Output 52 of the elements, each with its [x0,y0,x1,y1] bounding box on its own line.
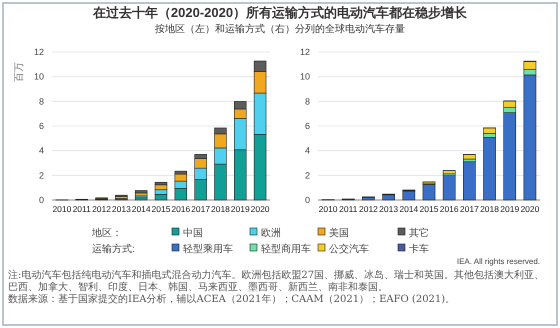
y-tick-label: 8 [304,96,310,106]
y-tick-label: 2 [304,170,310,180]
x-tick-label: 2010 [318,204,338,214]
legend-title: 地区： [91,227,122,239]
x-tick-label: 2012 [358,204,378,214]
y-tick-label: 8 [38,96,44,106]
x-tick-label: 2018 [480,204,500,214]
y-tick-label: 4 [38,146,44,156]
y-tick-label: 0 [304,195,310,205]
chart-subtitle: 按地区（左）和运输方式（右）分列的全球电动汽车存量 [155,23,405,35]
y-tick-label: 2 [38,170,44,180]
y-tick-label: 0 [38,195,44,205]
legend-label: 轻型商用车 [261,243,311,255]
y-tick-label: 6 [38,121,44,131]
x-tick-label: 2018 [210,204,230,214]
x-tick-label: 2012 [92,204,112,214]
x-tick-label: 2014 [132,204,151,214]
x-tick-label: 2019 [500,204,520,214]
legend-label: 中国 [183,227,203,239]
x-tick-label: 2016 [440,204,459,214]
legend-label: 其它 [409,227,429,239]
x-tick-label: 2019 [230,204,250,214]
source-note: 数据来源：基于国家提交的IEA分析，辅以ACEA（2021年）；CAAM（2021）；EAFO (2021)。 [8,294,456,306]
y-tick-label: 10 [300,72,310,82]
y-tick-label: 6 [304,121,310,131]
y-tick-label: 10 [34,72,44,82]
legend-label: 美国 [329,227,349,239]
x-tick-label: 2015 [152,204,171,214]
x-tick-label: 2010 [52,204,72,214]
legend-label: 卡车 [409,243,429,255]
x-tick-label: 2011 [72,204,92,214]
x-tick-label: 2020 [250,204,270,214]
x-tick-label: 2014 [399,204,419,214]
legend-label: 欧洲 [261,227,281,239]
text: IEA. All rights reserved. [456,257,540,266]
legend-title: 运输方式: [92,243,135,255]
x-tick-label: 2013 [379,204,398,214]
x-tick-label: 2017 [191,204,210,214]
x-tick-label: 2011 [339,204,358,214]
x-tick-label: 2016 [171,204,191,214]
x-tick-label: 2017 [460,204,480,214]
text: 注:电动汽车包括纯电动汽车和插电式混合动力汽车。欧洲包括欧盟27国、挪威、冰岛、瑞士和英国。其他包括澳大利亚、巴西、加拿大、智利、印度、日本、韩国、马来西亚、墨西哥、新西兰、南非和泰国。 [8,270,546,294]
y-axis-title: 百万 [14,62,25,82]
chart-title: 在过去十年（2020-2020）所有运输方式的电动汽车都在稳步增长 [92,5,468,20]
y-tick-label: 4 [304,146,310,156]
y-tick-label: 12 [300,47,310,57]
legend-label: 公交汽车 [329,243,369,255]
legend-label: 轻型乘用车 [183,243,233,255]
x-tick-label: 2015 [420,204,439,214]
x-tick-label: 2013 [112,204,132,214]
x-tick-label: 2020 [520,204,540,214]
y-tick-label: 12 [34,47,44,57]
